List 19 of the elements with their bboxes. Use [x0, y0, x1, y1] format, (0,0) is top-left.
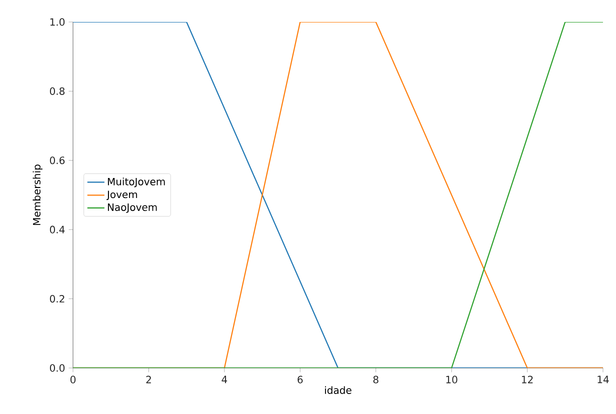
x-tick-label: 14: [598, 376, 609, 384]
x-tick-label: 6: [298, 376, 303, 384]
y-tick-label: 1.0: [50, 18, 65, 26]
legend-label: Jovem: [106, 190, 138, 200]
y-tick-label: 0.6: [50, 156, 65, 164]
x-tick-label: 0: [70, 376, 76, 384]
y-tick-label: 0.4: [50, 226, 65, 234]
x-tick-label: 4: [222, 376, 228, 384]
x-tick-label: 12: [522, 376, 533, 384]
y-tick-label: 0.0: [50, 364, 65, 372]
y-axis-title: Membership: [32, 164, 42, 225]
y-tick-label: 0.8: [50, 87, 65, 95]
x-axis-title: idade: [325, 386, 352, 394]
y-tick-label: 0.2: [50, 294, 64, 303]
legend-label: MuitoJovem: [108, 178, 165, 188]
x-tick-label: 8: [373, 376, 378, 384]
x-tick-label: 2: [146, 376, 151, 384]
x-tick-label: 10: [446, 376, 458, 384]
legend-label: NaoJovem: [108, 204, 157, 213]
